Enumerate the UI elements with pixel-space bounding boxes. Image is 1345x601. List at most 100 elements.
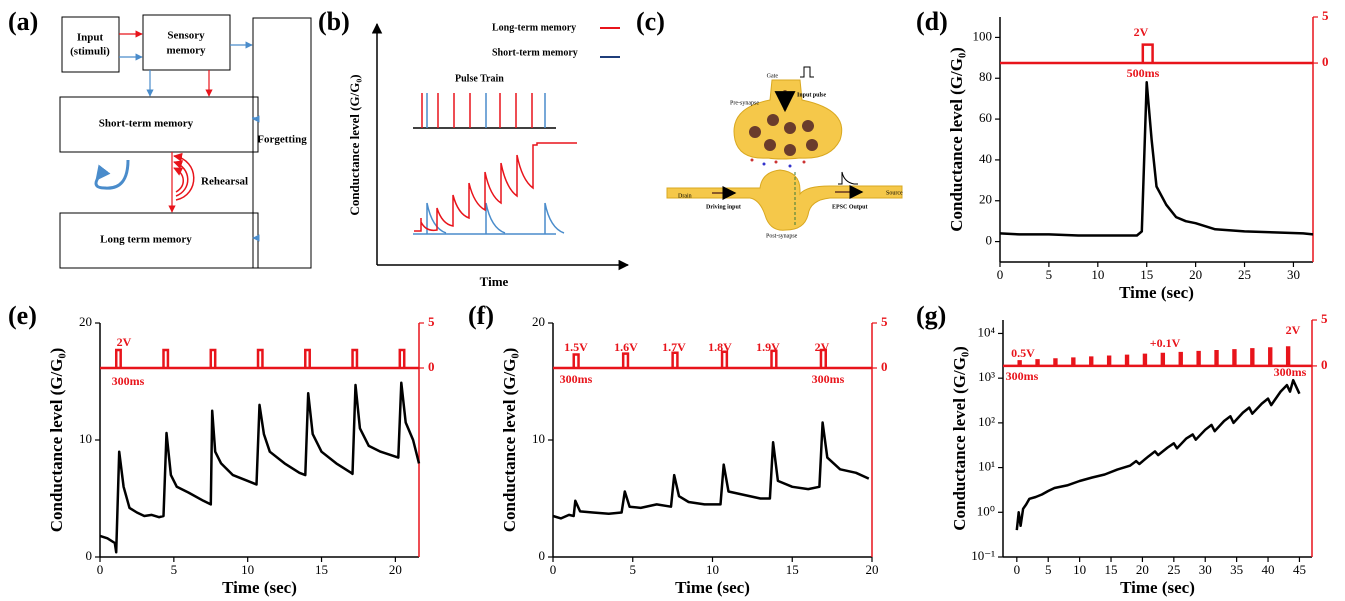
x-tick-label: 5	[1045, 562, 1052, 577]
box	[252, 17, 312, 269]
pulse	[209, 348, 217, 368]
y-tick-label: 10¹	[978, 459, 995, 474]
data-line	[1015, 378, 1301, 531]
y-axis-label: Conductance level (G/G₀)	[47, 348, 66, 533]
panel-label: (c)	[636, 7, 665, 36]
post-synapse	[666, 169, 903, 231]
x-tick-label: 5	[171, 562, 178, 577]
pulse	[1214, 349, 1219, 366]
pulse	[1268, 347, 1273, 366]
y2-tick-label: 0	[428, 359, 435, 374]
y-tick-label: 100	[973, 28, 993, 43]
x-tick-label: 0	[97, 562, 104, 577]
panel-b: (b) Conductance level (G/G₀) Time Long-t…	[318, 7, 630, 289]
diagram-text: EPSC Output	[832, 204, 868, 210]
diagram-text: Post-synapse	[766, 233, 798, 239]
panel-label: (g)	[916, 301, 946, 330]
pulse	[304, 348, 311, 368]
y2-tick-label: 5	[428, 314, 435, 329]
x-tick-label: 20	[389, 562, 402, 577]
pulse	[162, 348, 170, 368]
annotation: 2V	[117, 335, 132, 349]
diagram-text: Input pulse	[797, 92, 827, 98]
y-tick-label: 10²	[978, 414, 995, 429]
legend-label: Long-term memory	[492, 22, 576, 33]
box-label: (stimuli)	[70, 46, 110, 58]
y-tick-label: 20	[79, 314, 92, 329]
pulse	[1250, 348, 1255, 366]
schematic-curves	[413, 142, 577, 235]
x-tick-label: 15	[1105, 562, 1118, 577]
panel-label: (b)	[318, 7, 350, 36]
panel-label: (a)	[8, 7, 38, 36]
pulse	[770, 349, 778, 368]
diagram-text: Driving input	[706, 204, 741, 210]
y-tick-label: 0	[986, 233, 993, 248]
x-tick-label: 15	[1140, 267, 1153, 282]
pulse	[114, 348, 122, 368]
y2-tick-label: 0	[1321, 357, 1328, 372]
x-tick-label: 20	[1136, 562, 1149, 577]
y-axis-label: Conductance level (G/G₀)	[950, 346, 969, 531]
annotation: 300ms	[812, 372, 845, 386]
vesicles	[749, 114, 818, 168]
panel-label: (d)	[916, 7, 948, 36]
pulse	[1053, 358, 1058, 366]
rehearsal-label: Rehearsal	[201, 176, 248, 188]
panel-a: (a) Input (stimuli) Sensory memory Short…	[8, 7, 312, 269]
y2-tick-label: 0	[881, 359, 888, 374]
pulse-icon	[800, 66, 814, 78]
annotation: 2V	[1134, 25, 1149, 39]
data-line	[99, 381, 421, 554]
pulse	[1196, 350, 1201, 366]
panel-c: (c) Gate Input pulse Pre-synapse Drain D…	[636, 7, 903, 239]
x-tick-label: 15	[786, 562, 799, 577]
x-tick-label: 30	[1287, 267, 1300, 282]
box	[61, 16, 120, 73]
x-tick-label: 5	[1046, 267, 1053, 282]
pulse	[1285, 346, 1291, 366]
y2-tick-label: 5	[881, 314, 888, 329]
x-axis-label: Time	[480, 274, 509, 289]
y-tick-label: 10	[79, 431, 92, 446]
x-axis-label: Time (sec)	[675, 578, 750, 597]
x-tick-label: 45	[1293, 562, 1306, 577]
diagram-text: Drain	[678, 193, 692, 199]
pulse	[1160, 352, 1166, 366]
annotation: 2V	[815, 340, 830, 354]
box-label: memory	[166, 45, 206, 57]
y2-tick-label: 0	[1322, 54, 1329, 69]
annotation: 1.8V	[708, 340, 732, 354]
box-label: Forgetting	[257, 134, 307, 146]
epsc-icon	[838, 171, 858, 185]
pulse	[398, 348, 406, 368]
pulse	[1124, 354, 1130, 366]
annotation: 500ms	[1127, 66, 1160, 80]
pre-synapse	[733, 79, 843, 160]
annotation: 0.5V	[1011, 346, 1035, 360]
y-axis-label: Conductance level (G/G₀)	[347, 74, 362, 215]
x-tick-label: 25	[1167, 562, 1180, 577]
pulse	[671, 351, 679, 368]
y-tick-label: 20	[979, 192, 992, 207]
y2-tick-label: 5	[1321, 311, 1328, 326]
box-label: Short-term memory	[99, 118, 194, 130]
x-tick-label: 30	[1199, 562, 1212, 577]
x-tick-label: 5	[630, 562, 637, 577]
y2-tick-label: 5	[1322, 8, 1329, 23]
x-tick-label: 0	[1014, 562, 1021, 577]
pulse	[256, 348, 264, 368]
x-tick-label: 25	[1238, 267, 1251, 282]
y-tick-label: 0	[86, 548, 93, 563]
x-tick-label: 10	[1091, 267, 1104, 282]
x-axis-label: Time (sec)	[1119, 283, 1194, 302]
box-label: Input	[77, 32, 104, 44]
y-tick-label: 20	[532, 314, 545, 329]
pulse	[621, 352, 630, 368]
pulse	[572, 353, 580, 368]
pulse-train	[413, 93, 556, 129]
pulse	[1071, 357, 1076, 366]
x-axis-label: Time (sec)	[1120, 578, 1195, 597]
x-tick-label: 10	[706, 562, 719, 577]
